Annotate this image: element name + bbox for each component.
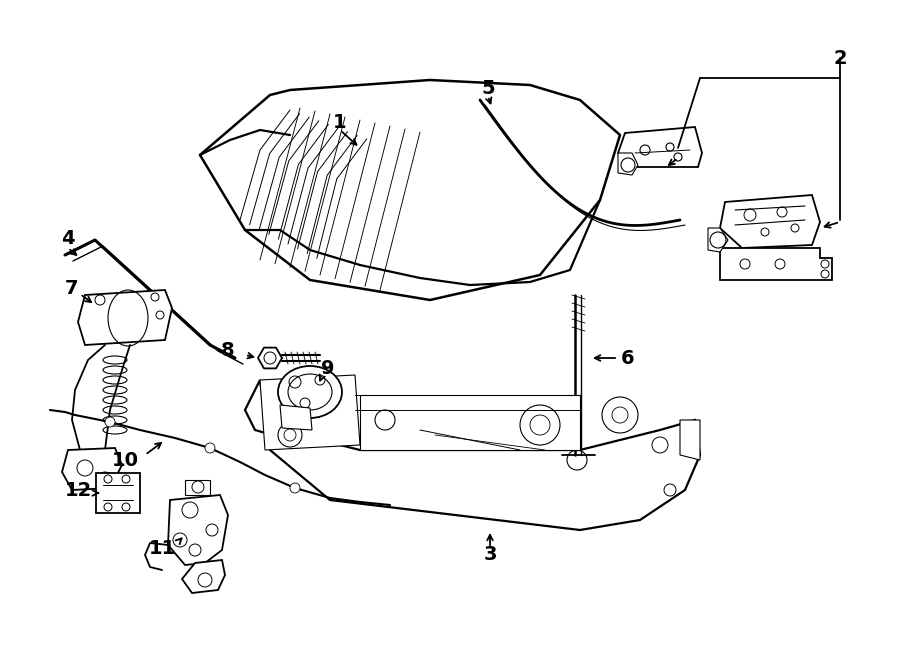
Polygon shape xyxy=(280,405,312,430)
Polygon shape xyxy=(680,420,700,460)
Text: 3: 3 xyxy=(483,545,497,564)
Text: 1: 1 xyxy=(333,112,346,132)
Polygon shape xyxy=(360,395,580,450)
Polygon shape xyxy=(185,480,210,495)
Text: 4: 4 xyxy=(61,229,75,247)
Polygon shape xyxy=(708,228,728,252)
Polygon shape xyxy=(168,495,228,565)
Text: 8: 8 xyxy=(221,340,235,360)
Circle shape xyxy=(205,443,215,453)
Ellipse shape xyxy=(278,366,342,418)
Text: 10: 10 xyxy=(112,451,139,469)
Text: 9: 9 xyxy=(321,358,335,377)
Polygon shape xyxy=(260,375,360,450)
Polygon shape xyxy=(720,195,820,248)
Polygon shape xyxy=(62,448,122,490)
Circle shape xyxy=(290,483,300,493)
Circle shape xyxy=(105,417,115,427)
Text: 2: 2 xyxy=(833,48,847,67)
Polygon shape xyxy=(618,153,638,175)
Polygon shape xyxy=(96,473,140,513)
Polygon shape xyxy=(258,348,282,368)
Text: 11: 11 xyxy=(148,539,176,557)
Polygon shape xyxy=(182,560,225,593)
Text: 7: 7 xyxy=(65,278,79,297)
Polygon shape xyxy=(720,248,832,280)
Polygon shape xyxy=(78,290,172,345)
Text: 12: 12 xyxy=(65,481,92,500)
Text: 5: 5 xyxy=(482,79,495,98)
Polygon shape xyxy=(618,127,702,167)
Text: 6: 6 xyxy=(621,348,634,368)
Polygon shape xyxy=(245,380,700,530)
